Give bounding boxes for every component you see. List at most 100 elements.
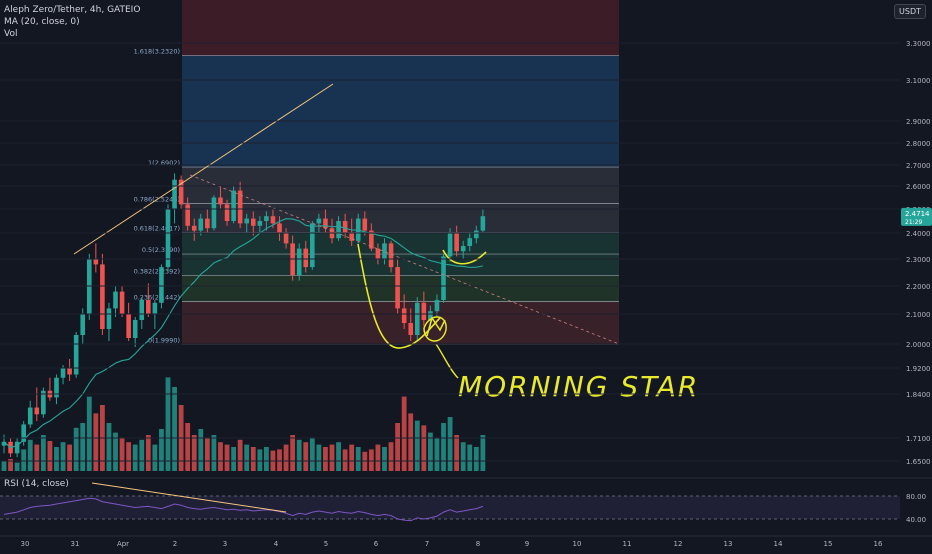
time-tick-label: 31 — [71, 540, 80, 548]
volume-bar — [283, 444, 289, 471]
annotation-pointer[interactable] — [435, 343, 459, 379]
current-price-label: 2.4714 — [905, 210, 930, 218]
candle-body — [205, 218, 210, 229]
volume-bar — [382, 447, 387, 471]
fib-level-label: 1(2.6902) — [148, 159, 180, 167]
volume-indicator-label[interactable]: Vol — [4, 29, 18, 39]
symbol-title[interactable]: Aleph Zero/Tether, 4h, GATEIO — [4, 5, 141, 15]
candle-body — [342, 221, 348, 233]
candle-body — [414, 302, 420, 335]
volume-bar — [172, 387, 177, 471]
time-tick-label: 6 — [374, 540, 379, 548]
volume-bar — [336, 442, 341, 471]
fib-zone — [182, 167, 619, 204]
rsi-trendline[interactable] — [91, 482, 287, 513]
candle-body — [244, 218, 250, 224]
volume-bar — [480, 435, 486, 471]
rsi-line — [3, 497, 484, 522]
time-tick-label: 3 — [223, 540, 227, 548]
time-tick-label: 10 — [573, 540, 582, 548]
rsi-indicator-label[interactable]: RSI (14, close) — [4, 479, 69, 489]
candle-body — [1, 441, 7, 446]
candle-body — [441, 256, 446, 300]
candle-body — [60, 368, 66, 378]
candle-body — [106, 308, 112, 329]
volume-bar — [434, 437, 440, 471]
annotation-curve-right[interactable] — [442, 249, 487, 265]
volume-bar — [27, 439, 33, 471]
volume-bar — [355, 447, 361, 471]
time-tick-label: 12 — [674, 540, 683, 548]
annotation-text[interactable]: MORNING STAR — [458, 370, 699, 403]
annotation-curve-left[interactable] — [357, 243, 441, 349]
drawings[interactable]: MORNING STAR — [73, 83, 699, 403]
volume-bar — [67, 444, 72, 471]
candle-body — [408, 323, 414, 335]
volume-bar — [211, 435, 217, 471]
current-price-badge[interactable] — [901, 207, 932, 226]
candle-body — [434, 300, 440, 312]
volume-bar — [152, 444, 158, 471]
volume-bar — [421, 425, 427, 471]
volume-bar — [264, 447, 269, 471]
time-tick-label: Apr — [117, 540, 129, 548]
volume-bar — [237, 439, 243, 471]
ma-20-line — [3, 218, 483, 449]
candle-body — [375, 248, 381, 259]
volume-bar — [454, 435, 460, 471]
time-tick-label: 4 — [274, 540, 279, 548]
fib-zone — [182, 55, 619, 168]
volume-bar — [309, 437, 315, 471]
volume-bar — [14, 462, 20, 471]
volume-bar — [224, 444, 230, 471]
price-tick-label: 2.8000 — [906, 140, 931, 148]
rsi-tick-label: 80.00 — [906, 493, 926, 501]
fib-level-label: 0.5(2.3190) — [142, 246, 180, 254]
volume-bar — [296, 439, 302, 471]
candle-body — [270, 216, 276, 224]
candle-body — [467, 238, 473, 246]
volume-bar — [395, 423, 400, 471]
volume-bar — [244, 444, 250, 471]
volume-bar — [257, 449, 263, 471]
candle-body — [93, 259, 99, 265]
volume-bar — [34, 444, 40, 471]
candle-body — [198, 218, 204, 231]
candle-body — [237, 190, 243, 224]
price-tick-label: 3.1000 — [906, 77, 931, 85]
volume-bar — [428, 432, 433, 471]
annotation-star[interactable] — [423, 316, 447, 342]
time-tick-label: 13 — [724, 540, 733, 548]
candle-body — [336, 221, 341, 239]
volume-bar — [414, 420, 420, 471]
candle-body — [303, 248, 309, 268]
volume-bar — [349, 444, 355, 471]
volume-bar — [8, 459, 13, 471]
candle-body — [224, 204, 230, 221]
currency-button[interactable]: USDT — [894, 4, 926, 19]
candle-body — [316, 218, 322, 224]
candle-body — [388, 243, 394, 268]
chart-legend: Aleph Zero/Tether, 4h, GATEIO MA (20, cl… — [4, 4, 140, 40]
candle-body — [100, 264, 105, 329]
candle-body — [401, 308, 407, 323]
volume-bar — [73, 427, 79, 471]
volume-bar — [185, 423, 191, 471]
volume-bar — [401, 396, 407, 471]
candle-body — [165, 209, 171, 268]
fib-retracement[interactable]: 1.618(3.2320)1(2.6902)0.786(2.5246)0.618… — [134, 0, 619, 345]
candle-body — [139, 300, 145, 320]
price-tick-label: 3.3000 — [906, 40, 931, 48]
price-tick-label: 2.2000 — [906, 283, 931, 291]
fib-level-label: 0(1.9990) — [148, 336, 180, 344]
trendline-support[interactable] — [73, 83, 334, 255]
candle-body — [447, 233, 453, 257]
ma-indicator-label[interactable]: MA (20, close, 0) — [4, 17, 80, 27]
volume-bar — [1, 461, 7, 471]
fib-level-label: 1.618(3.2320) — [134, 48, 180, 56]
volume-bar — [204, 437, 210, 471]
volume-bar — [303, 442, 309, 471]
volume-bar — [165, 377, 171, 471]
